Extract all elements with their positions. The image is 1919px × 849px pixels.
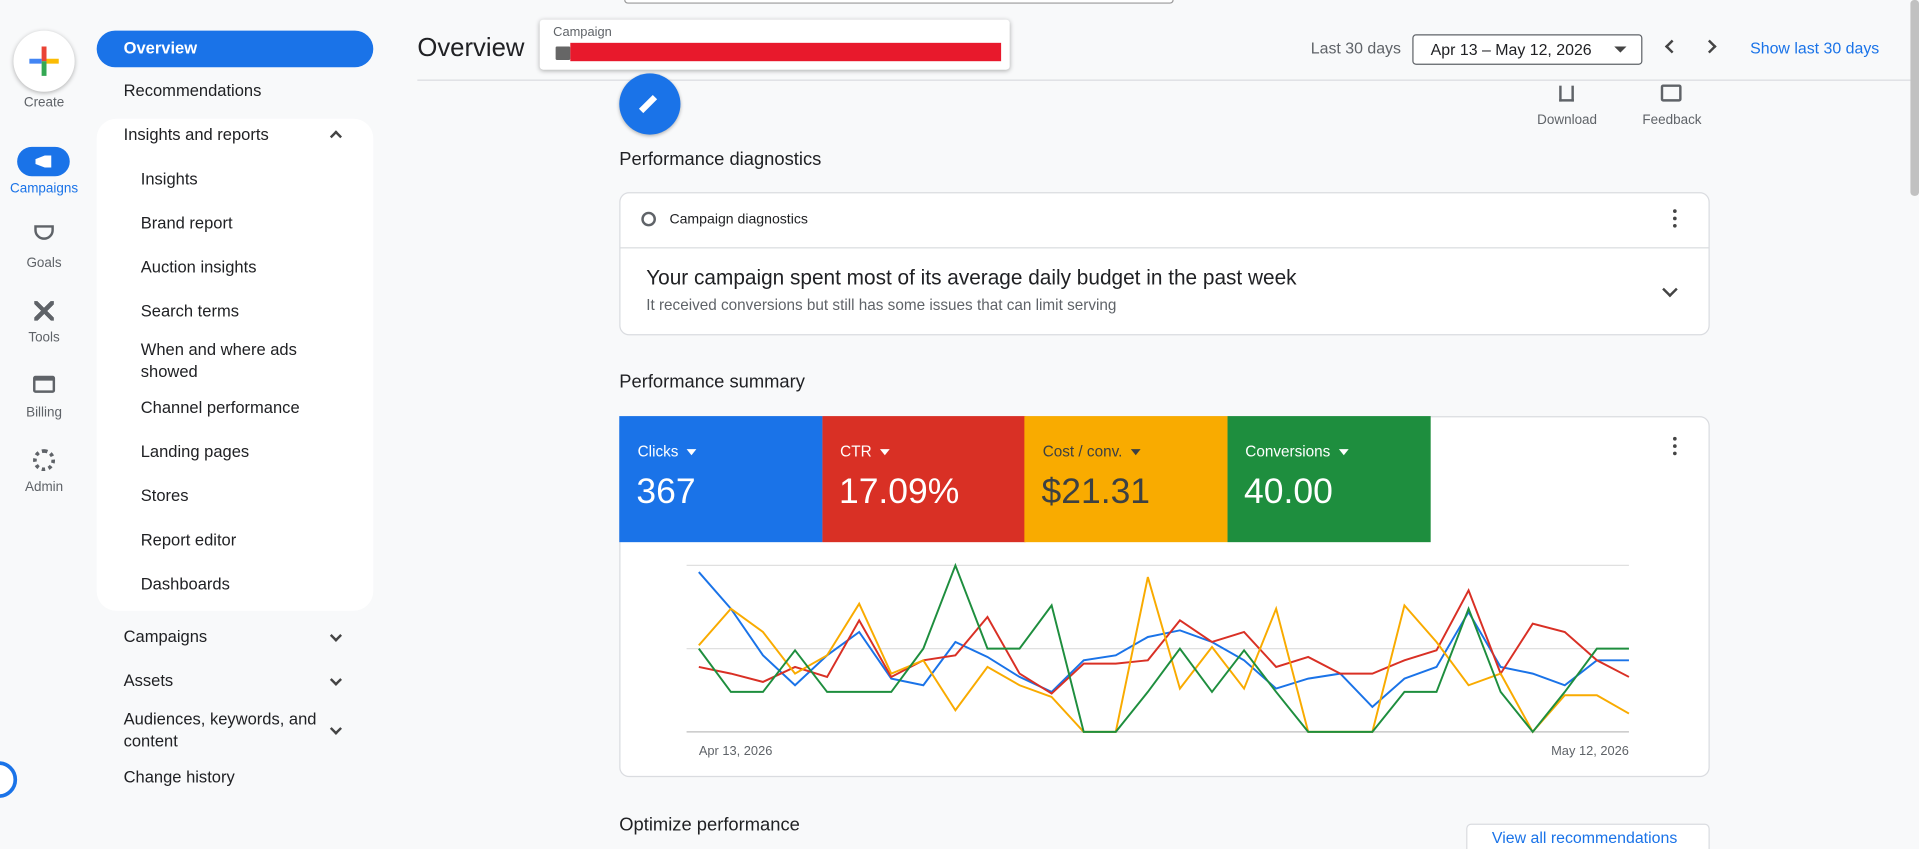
metric-tile[interactable]: Cost / conv. $21.31 xyxy=(1024,416,1228,543)
metric-name[interactable]: Clicks xyxy=(637,443,679,461)
metric-name[interactable]: Cost / conv. xyxy=(1042,443,1123,461)
nav-item[interactable]: Change history xyxy=(123,768,235,787)
nav-active[interactable] xyxy=(96,30,374,68)
metric-value: 40.00 xyxy=(1244,472,1333,512)
nav-subitem[interactable]: Brand report xyxy=(140,213,233,232)
section-heading: Optimize performance xyxy=(619,814,800,836)
goals-icon[interactable] xyxy=(34,225,54,240)
kebab[interactable] xyxy=(1673,436,1677,441)
metric-header[interactable]: CTR xyxy=(840,443,890,460)
nav-item[interactable]: Assets xyxy=(123,671,174,690)
tools-icon[interactable] xyxy=(34,301,54,321)
nav-item[interactable]: Campaigns xyxy=(123,627,208,646)
series-line xyxy=(698,588,1630,695)
metric-name[interactable]: Conversions xyxy=(1245,443,1331,461)
metric-tile[interactable]: Clicks 367 xyxy=(619,416,823,543)
metric-header[interactable]: Conversions xyxy=(1245,443,1349,461)
download-icon[interactable] xyxy=(1559,85,1574,102)
toolbar-label[interactable]: Feedback xyxy=(1642,112,1702,128)
nav-subitem[interactable]: Dashboards xyxy=(140,574,230,594)
metric-value: $21.31 xyxy=(1041,472,1151,512)
nav-subitem[interactable]: Stores xyxy=(140,486,189,505)
rail-label[interactable]: Create xyxy=(23,95,65,111)
series-line xyxy=(698,562,1629,734)
metric-header[interactable]: Cost / conv. xyxy=(1043,443,1141,460)
series-line xyxy=(698,576,1630,734)
nav-item[interactable]: Audiences, keywords, and content xyxy=(123,709,317,751)
page-title: Overview xyxy=(417,34,525,63)
diagnostics-card: Campaign diagnostics Your campaign spent… xyxy=(619,192,1710,336)
show-last-link[interactable]: Show last 30 days xyxy=(1750,39,1880,58)
nav-item[interactable]: Insights and reports xyxy=(123,125,269,144)
card-title: Campaign diagnostics xyxy=(669,212,808,228)
metric-tile[interactable]: CTR 17.09% xyxy=(821,416,1025,543)
section-heading: Performance summary xyxy=(619,371,805,393)
feedback-icon[interactable] xyxy=(1660,84,1682,102)
view-all-link[interactable]: View all recommendations xyxy=(1491,828,1678,847)
scrollbar[interactable] xyxy=(1910,0,1919,196)
nav-subitem[interactable]: Channel performance xyxy=(140,398,300,417)
admin-icon[interactable] xyxy=(33,449,56,472)
campaigns-icon[interactable] xyxy=(17,146,70,177)
nav-item[interactable]: Recommendations xyxy=(123,81,262,100)
create-button[interactable] xyxy=(13,30,75,92)
metric-value: 367 xyxy=(636,472,696,512)
redacted xyxy=(570,42,1002,62)
rail-label[interactable]: Campaigns xyxy=(10,181,79,196)
nav-subitem[interactable]: Insights xyxy=(140,169,198,188)
x-tick-label: May 12, 2026 xyxy=(1551,743,1629,758)
header-divider xyxy=(417,79,1919,81)
rail-label[interactable]: Tools xyxy=(28,330,60,346)
nav-group xyxy=(96,118,374,611)
billing-icon[interactable] xyxy=(33,375,56,393)
section-heading: Performance diagnostics xyxy=(619,148,822,170)
metric-tile[interactable]: Conversions 40.00 xyxy=(1226,416,1431,543)
date-range[interactable]: Apr 13 – May 12, 2026 xyxy=(1430,40,1592,59)
nav-subitem[interactable]: Auction insights xyxy=(140,257,257,277)
x-tick-label: Apr 13, 2026 xyxy=(699,743,773,758)
metric-header[interactable]: Clicks xyxy=(638,443,697,460)
nav-subitem[interactable]: Landing pages xyxy=(140,442,250,461)
nav-subitem[interactable]: Report editor xyxy=(140,530,237,549)
diagnostic-detail: It received conversions but still has so… xyxy=(646,296,1117,314)
nav-item[interactable]: Overview xyxy=(123,38,198,57)
toolbar-label[interactable]: Download xyxy=(1537,112,1598,128)
search-box[interactable] xyxy=(624,0,1174,4)
rail-label[interactable]: Billing xyxy=(26,405,63,420)
view-all-button[interactable]: View all recommendations xyxy=(1466,823,1710,849)
nav-subitem[interactable]: When and where ads showed xyxy=(140,340,297,381)
date-picker[interactable]: Apr 13 – May 12, 2026 xyxy=(1412,34,1643,65)
rail-label[interactable]: Goals xyxy=(26,255,62,271)
nav-subitem[interactable]: Search terms xyxy=(140,301,239,321)
campaign-label: Campaign xyxy=(553,25,612,40)
rail-label[interactable]: Admin xyxy=(24,479,64,495)
edit-button[interactable] xyxy=(619,73,681,135)
campaign-picker[interactable]: Campaign xyxy=(539,19,1010,70)
diagnostic-message[interactable]: Your campaign spent most of its average … xyxy=(646,266,1297,290)
metric-value: 17.09% xyxy=(838,472,960,512)
metric-name[interactable]: CTR xyxy=(840,443,872,461)
kebab[interactable] xyxy=(1673,209,1677,213)
date-label: Last 30 days xyxy=(1310,39,1401,58)
